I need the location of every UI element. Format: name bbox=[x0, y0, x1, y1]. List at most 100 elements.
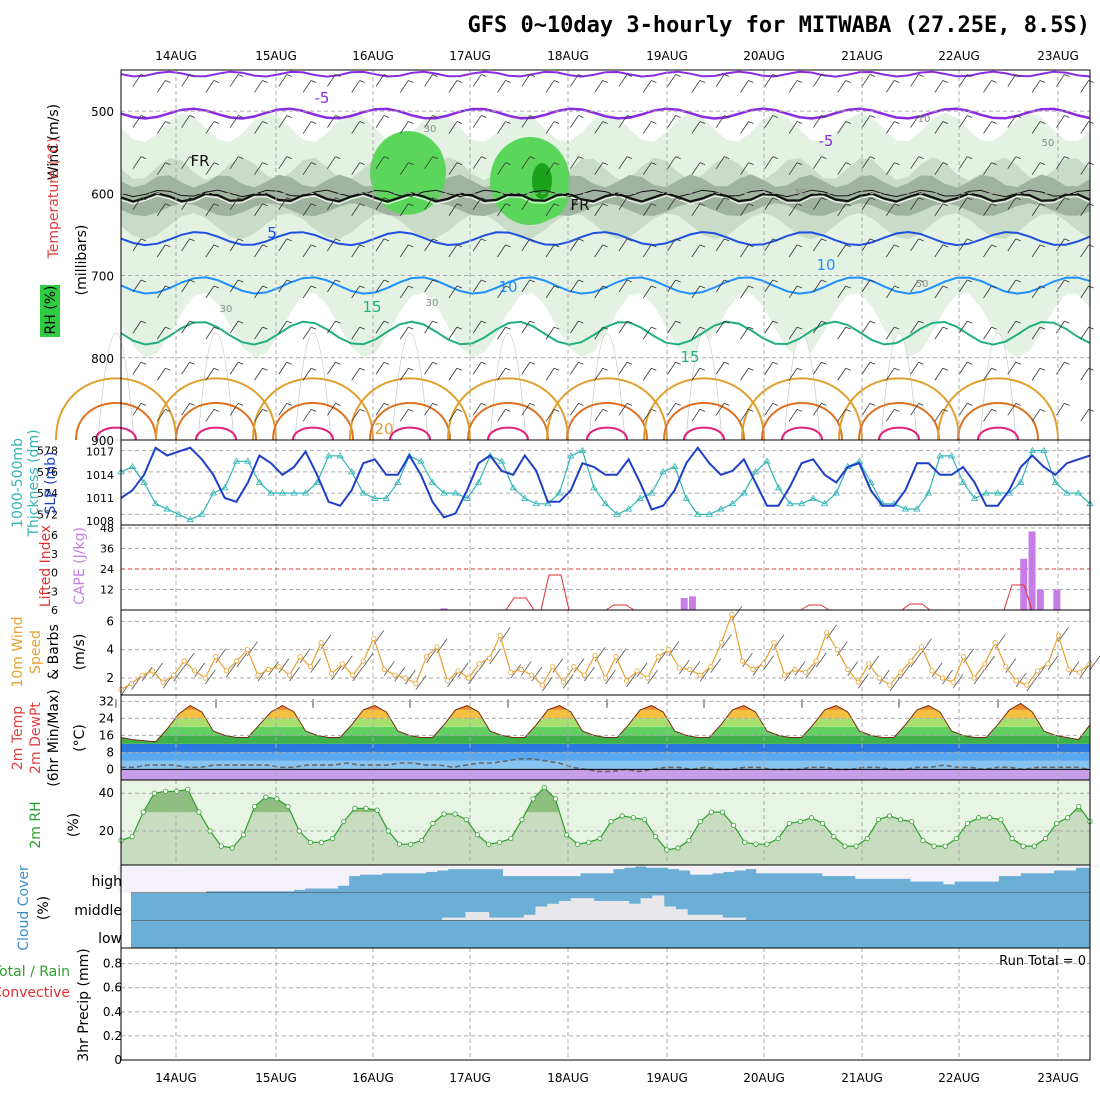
wind-barb bbox=[181, 320, 190, 334]
wind-barb-flag bbox=[456, 367, 463, 371]
thickness-line-point bbox=[163, 505, 171, 512]
wind-barb-flag bbox=[1015, 238, 1021, 242]
wind-barb bbox=[1007, 115, 1017, 128]
surface-wind-barb bbox=[457, 662, 469, 678]
precip-tick: 0.8 bbox=[103, 957, 122, 971]
wind-barb-flag bbox=[942, 244, 949, 248]
label-wind10-2: Speed bbox=[28, 630, 44, 674]
wind-barb bbox=[472, 197, 482, 210]
surface-wind-barb bbox=[710, 658, 722, 673]
thickness-tick: 576 bbox=[37, 466, 58, 479]
wind-speed-line-point bbox=[950, 679, 956, 685]
wind-barb-flag bbox=[894, 367, 900, 371]
wind-barb-flag bbox=[845, 244, 851, 248]
warm-contour bbox=[75, 402, 157, 441]
cloud-high-gap bbox=[282, 865, 295, 892]
rh-line-point bbox=[987, 815, 993, 821]
wind-barb-flag bbox=[894, 326, 900, 330]
wind-barb-flag bbox=[481, 361, 487, 365]
surface-wind-barb bbox=[942, 669, 953, 685]
wind-barb bbox=[1080, 80, 1090, 93]
wind-barb bbox=[691, 203, 701, 216]
thickness-line-point bbox=[371, 494, 379, 501]
wind-barb-flag bbox=[1064, 197, 1070, 201]
cloud-high-gap bbox=[987, 865, 999, 882]
wind-barb-flag bbox=[918, 115, 924, 118]
wind-barb bbox=[254, 409, 263, 422]
wind-barb-flag bbox=[481, 74, 487, 77]
wind-barb-flag bbox=[602, 285, 608, 289]
contour-neg5-upper bbox=[120, 107, 1091, 120]
wind-barb bbox=[497, 80, 506, 93]
surface-wind-barb bbox=[931, 662, 943, 678]
wind-speed-line-point bbox=[476, 661, 482, 667]
rh-line-point bbox=[396, 841, 403, 847]
wind-barb-flag bbox=[1064, 238, 1070, 242]
wind-barb bbox=[570, 156, 579, 169]
precip-tick: 0 bbox=[114, 1053, 122, 1067]
freezing-level-outer bbox=[120, 189, 1091, 198]
label-cape: CAPE (J/kg) bbox=[72, 527, 88, 605]
wind-speed-line-point bbox=[423, 654, 430, 660]
wind-barb-flag bbox=[845, 367, 851, 371]
wind-barb bbox=[618, 279, 628, 293]
wind-barb bbox=[302, 368, 312, 381]
wind-barb bbox=[156, 80, 166, 93]
warm-contour bbox=[447, 377, 569, 441]
wind-barb bbox=[618, 115, 628, 128]
wind-barb bbox=[399, 121, 409, 134]
wind-barb-flag bbox=[626, 156, 633, 160]
warm-contour bbox=[252, 377, 374, 441]
wind-barb bbox=[1080, 121, 1090, 134]
label-cloud: Cloud Cover bbox=[16, 865, 32, 951]
rh-line-point bbox=[151, 790, 158, 796]
wind-barb-flag bbox=[869, 279, 876, 283]
wind-barb-flag bbox=[286, 156, 292, 160]
thickness-line-point bbox=[301, 489, 310, 496]
date-label-bottom: 22AUG bbox=[938, 1071, 980, 1085]
wind-barb bbox=[254, 285, 263, 299]
wind-barb-flag bbox=[383, 320, 390, 324]
warm-contour bbox=[389, 426, 431, 441]
wind-barb-flag bbox=[408, 203, 414, 207]
thickness-line-point bbox=[544, 499, 552, 507]
wind-barb-flag bbox=[772, 197, 778, 201]
wind-barb bbox=[545, 80, 555, 93]
surface-wind-barb bbox=[299, 648, 311, 663]
wind-barb-flag bbox=[213, 326, 220, 330]
cloud-middle-block bbox=[640, 898, 653, 921]
thickness-line-point bbox=[451, 489, 460, 496]
label-temp2m-unit: (°C) bbox=[72, 724, 88, 752]
cloud-high-gap bbox=[370, 865, 383, 875]
wind-barb bbox=[813, 74, 822, 87]
wind-barb-flag bbox=[505, 326, 511, 330]
thickness-line-point bbox=[151, 499, 160, 507]
wind-speed-line-point bbox=[1013, 678, 1019, 684]
wind-barb-flag bbox=[238, 279, 244, 283]
rh-line-point bbox=[196, 809, 202, 815]
wind-barb bbox=[885, 368, 895, 381]
wind-barb bbox=[958, 74, 968, 87]
rh-line-point bbox=[675, 845, 681, 851]
wind-barb-flag bbox=[918, 279, 924, 283]
wind-barb-flag bbox=[456, 203, 463, 207]
label-precip-3: 3hr Precip (mm) bbox=[76, 948, 92, 1061]
wind-barb-flag bbox=[213, 285, 220, 289]
wind-barb-flag bbox=[869, 238, 876, 242]
wind-speed-line-point bbox=[1034, 668, 1040, 674]
wind-barb-flag bbox=[724, 156, 730, 160]
contour-label: -5 bbox=[315, 89, 330, 107]
wind-barb-flag bbox=[213, 80, 220, 83]
wind-speed-line-point bbox=[813, 658, 819, 664]
wind-barb bbox=[132, 74, 142, 87]
wind-speed-line-point bbox=[781, 672, 788, 678]
rh-line-point bbox=[953, 835, 959, 842]
wind-barb-flag bbox=[383, 402, 390, 406]
wind-barb-flag bbox=[286, 361, 292, 365]
wind-barb bbox=[545, 326, 555, 340]
wind-barb bbox=[448, 285, 458, 299]
wind-barb-flag bbox=[359, 326, 365, 330]
cloud-high-gap bbox=[602, 865, 614, 874]
wind-barb-flag bbox=[894, 285, 900, 289]
rh-line-point bbox=[630, 815, 636, 821]
